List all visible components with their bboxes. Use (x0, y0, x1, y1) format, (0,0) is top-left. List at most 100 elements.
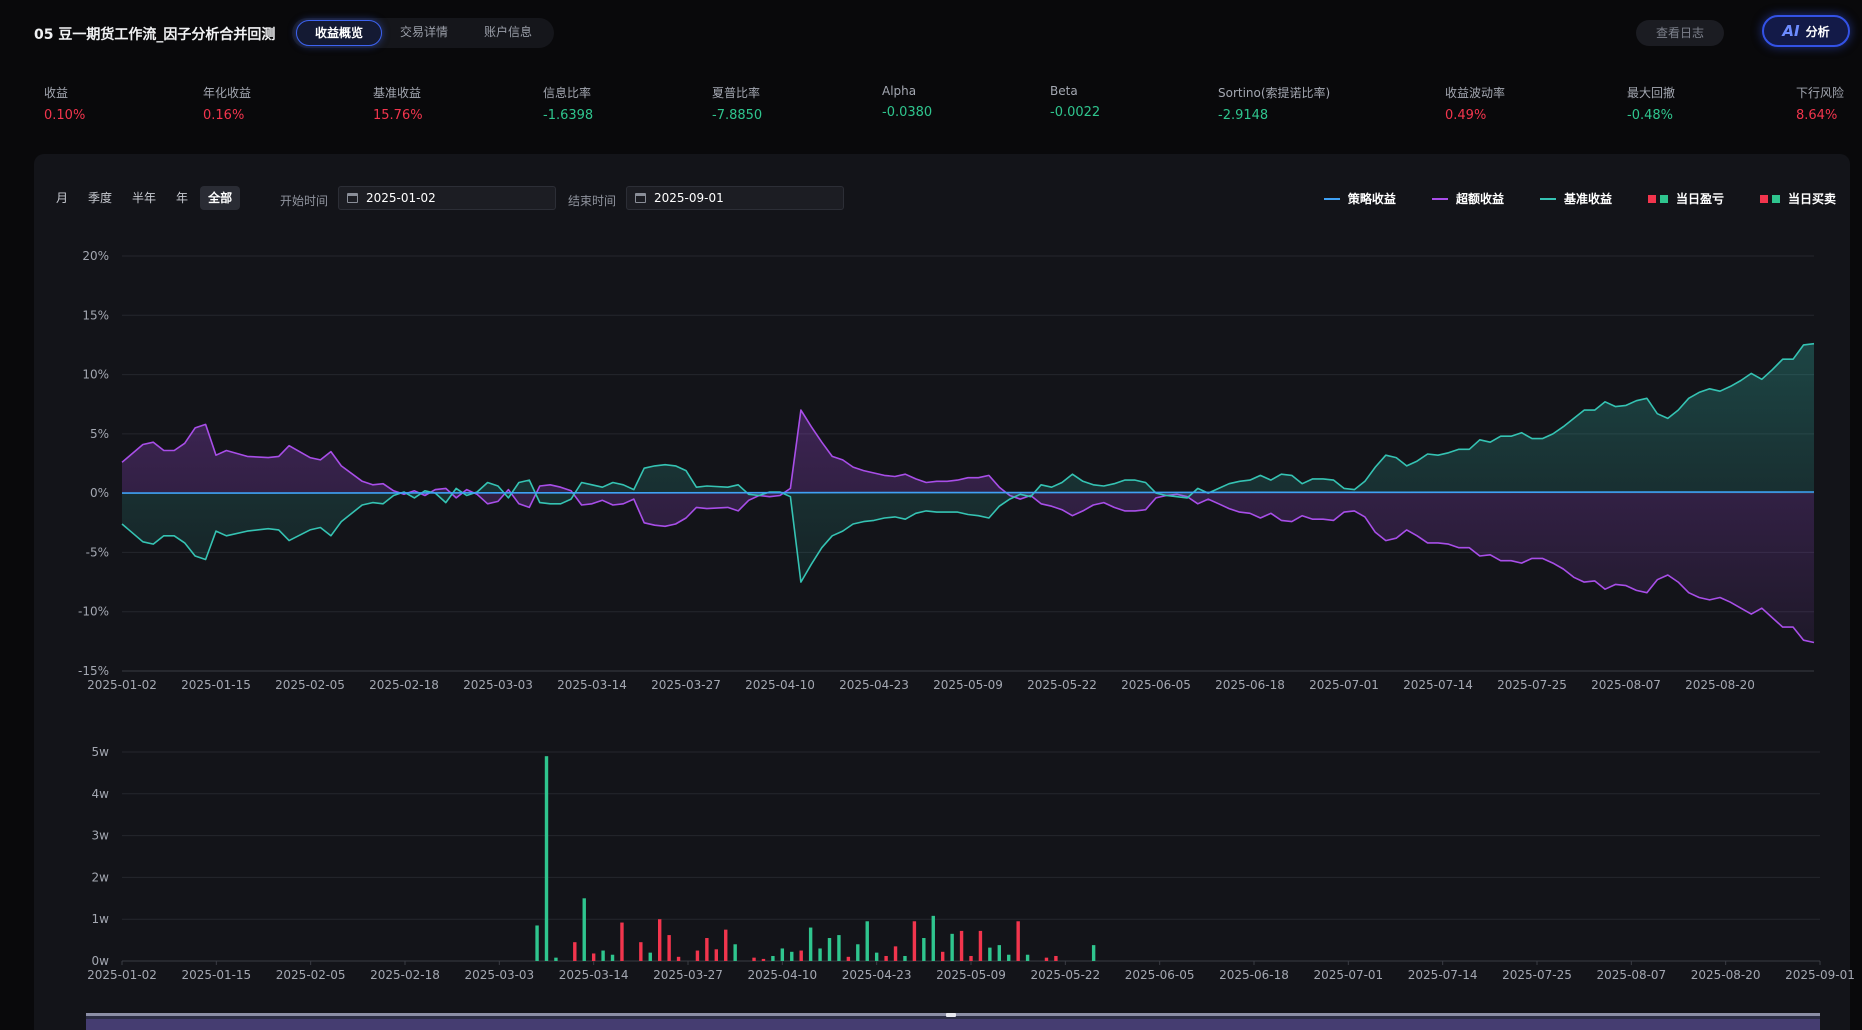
end-date-input[interactable]: 2025-09-01 (626, 186, 844, 210)
x-tick-label: 2025-03-14 (557, 678, 627, 692)
view-log-button[interactable]: 查看日志 (1636, 20, 1724, 46)
tab-trade-details[interactable]: 交易详情 (400, 25, 449, 39)
metric-label: 下行风险 (1796, 86, 1845, 100)
daily-bar (931, 915, 935, 961)
metric-label: 收益波动率 (1445, 86, 1506, 100)
y-tick-label: 1w (92, 912, 110, 926)
metric-label: Sortino(索提诺比率) (1218, 86, 1331, 100)
x-tick-label: 2025-07-01 (1313, 968, 1383, 982)
legend-daily-trades[interactable]: 当日买卖 (1759, 190, 1836, 207)
metric-benchmark-return: 基准收益 15.76% (373, 84, 423, 123)
daily-bar (893, 946, 898, 961)
daily-bar (1091, 945, 1096, 961)
ai-analysis-button[interactable]: AI 分析 (1762, 15, 1850, 47)
legend-square-icon (1771, 194, 1780, 203)
x-tick-label: 2025-02-05 (275, 678, 345, 692)
daily-bar (544, 756, 549, 961)
chart-panel: 月 季度 半年 年 全部 开始时间 2025-01-02 结束时间 2025-0… (34, 154, 1850, 1030)
x-tick-label: 2025-04-10 (747, 968, 817, 982)
x-tick-label: 2025-06-05 (1121, 678, 1191, 692)
daily-bar (752, 957, 756, 961)
x-tick-label: 2025-04-23 (842, 968, 912, 982)
daily-bar (959, 930, 964, 961)
x-tick-label: 2025-03-14 (559, 968, 629, 982)
legend-strategy[interactable]: 策略收益 (1323, 190, 1396, 207)
header: 05 豆一期货工作流_因子分析合并回测 收益概览 交易详情 账户信息 查看日志 … (0, 0, 1862, 66)
x-tick-label: 2025-01-15 (181, 678, 251, 692)
daily-bar (591, 953, 596, 961)
metric-label: 年化收益 (203, 86, 252, 100)
legend-label: 当日买卖 (1787, 192, 1836, 206)
range-slider-handle[interactable] (946, 1013, 956, 1017)
y-tick-label: -5% (86, 545, 109, 559)
metric-value: 0.10% (44, 108, 86, 123)
metric-beta: Beta -0.0022 (1050, 84, 1100, 120)
daily-bar (705, 938, 709, 961)
metric-label: Beta (1050, 84, 1078, 98)
x-tick-label: 2025-03-27 (653, 968, 723, 982)
daily-bar (610, 954, 615, 961)
daily-bar (1016, 921, 1020, 961)
x-tick-label: 2025-06-18 (1219, 968, 1289, 982)
daily-bar (846, 956, 851, 961)
x-tick-label: 2025-05-09 (936, 968, 1006, 982)
daily-bar (988, 947, 992, 961)
y-tick-label: -10% (78, 605, 109, 619)
y-tick-label: 0% (90, 486, 109, 500)
y-tick-label: -15% (78, 664, 109, 678)
returns-chart[interactable]: 20%15%10%5%0%-5%-10%-15%2025-01-02 2025-0… (0, 0, 1862, 700)
daily-bar (676, 956, 681, 961)
period-half-year[interactable]: 半年 (132, 191, 157, 205)
period-selector: 月 季度 半年 年 全部 (48, 186, 241, 210)
daily-bar (761, 958, 766, 961)
x-tick-label: 2025-08-07 (1591, 678, 1661, 692)
daily-bar (639, 942, 643, 961)
daily-bar (950, 933, 954, 961)
x-tick-label: 2025-09-01 (1785, 968, 1855, 982)
daily-bar (922, 938, 926, 961)
legend-line-icon (1431, 197, 1448, 200)
legend-benchmark[interactable]: 基准收益 (1539, 190, 1612, 207)
daily-bar (912, 921, 917, 961)
x-tick-label: 2025-07-14 (1403, 678, 1473, 692)
metric-value: 0.16% (203, 108, 245, 123)
excess-return-line (121, 409, 1815, 644)
tab-overview[interactable]: 收益概览 (296, 20, 383, 46)
metric-return: 收益 0.10% (44, 84, 85, 123)
legend-excess[interactable]: 超额收益 (1431, 190, 1504, 207)
period-all[interactable]: 全部 (200, 186, 241, 210)
legend-daily-pnl[interactable]: 当日盈亏 (1647, 190, 1724, 207)
range-slider[interactable] (86, 1013, 1820, 1030)
metric-value: -7.8850 (712, 108, 763, 123)
y-tick-label: 0w (92, 954, 110, 968)
x-tick-label: 2025-07-14 (1408, 968, 1478, 982)
x-tick-label: 2025-05-09 (933, 678, 1003, 692)
x-tick-label: 2025-07-25 (1502, 968, 1572, 982)
x-tick-label: 2025-08-20 (1691, 968, 1761, 982)
y-tick-label: 5w (92, 745, 110, 759)
legend-square-icon (1759, 194, 1768, 203)
daily-bar (667, 935, 671, 961)
period-quarter[interactable]: 季度 (88, 191, 113, 205)
period-month[interactable]: 月 (56, 191, 69, 205)
x-tick-label: 2025-01-02 (87, 968, 157, 982)
x-tick-label: 2025-07-01 (1309, 678, 1379, 692)
y-tick-label: 20% (82, 249, 109, 263)
metric-label: 夏普比率 (712, 86, 761, 100)
start-date-input[interactable]: 2025-01-02 (338, 186, 556, 210)
metric-value: 15.76% (373, 108, 423, 123)
period-year[interactable]: 年 (176, 191, 189, 205)
legend-label: 策略收益 (1347, 192, 1396, 206)
metric-label: 收益 (44, 86, 69, 100)
metric-value: -0.0022 (1050, 105, 1101, 120)
y-tick-label: 4w (92, 787, 110, 801)
tab-account-info[interactable]: 账户信息 (484, 25, 533, 39)
x-tick-label: 2025-05-22 (1027, 678, 1097, 692)
legend-square-icon (1647, 194, 1656, 203)
daily-bar (658, 919, 662, 961)
daily-bar (695, 950, 700, 961)
daily-bar (648, 952, 652, 961)
daily-bar (837, 935, 841, 961)
metric-value: -0.0380 (882, 105, 933, 120)
